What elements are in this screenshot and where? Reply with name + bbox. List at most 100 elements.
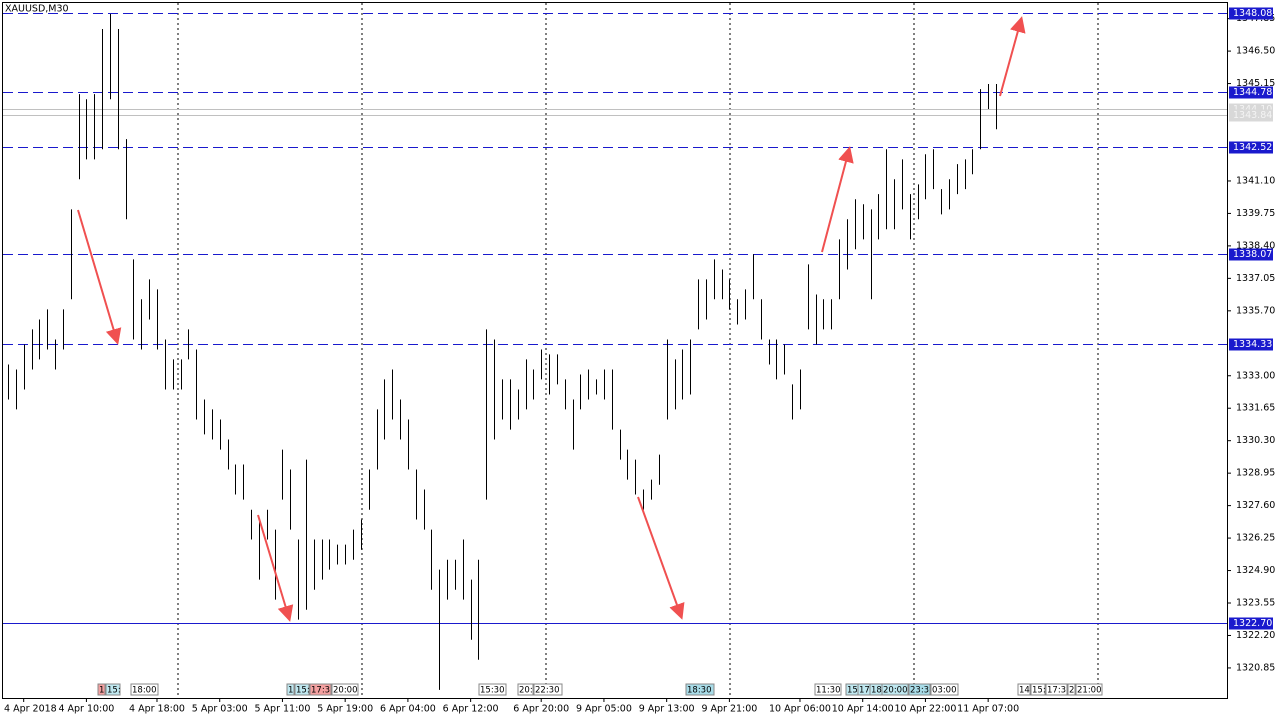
event-label: 21:00	[1077, 686, 1102, 696]
event-box	[881, 683, 909, 696]
y-tick-label: 1323.55	[1236, 598, 1275, 609]
event-label: 15:30	[480, 686, 505, 696]
x-tick-label: 5 Apr 03:00	[192, 704, 248, 715]
x-tick-label: 6 Apr 20:00	[513, 704, 569, 715]
event-box	[1017, 683, 1031, 696]
event-box	[1030, 683, 1046, 696]
x-tick-label: 9 Apr 21:00	[701, 704, 757, 715]
level-label-box	[1229, 109, 1273, 122]
x-tick-label: 6 Apr 12:00	[443, 704, 499, 715]
y-tick-label: 1346.50	[1236, 46, 1275, 57]
event-label: 15:	[1032, 686, 1046, 696]
event-label: 20:00	[883, 686, 908, 696]
arrow	[821, 146, 854, 253]
level-label-box	[1229, 141, 1273, 154]
event-label: 20:	[519, 686, 533, 696]
x-tick-label: 10 Apr 14:00	[832, 704, 894, 715]
symbol-title: XAUUSD,M30	[5, 4, 69, 15]
y-tick-label: 1326.25	[1236, 533, 1275, 544]
level-label-box	[1229, 338, 1273, 351]
event-box	[685, 683, 715, 696]
event-box	[930, 683, 959, 696]
y-tick-label: 1337.05	[1236, 273, 1275, 284]
y-tick-label: 1322.20	[1236, 630, 1275, 641]
y-tick-label: 1333.00	[1236, 370, 1275, 381]
y-tick-label: 1320.85	[1236, 662, 1275, 673]
event-box	[286, 683, 295, 696]
x-tick-label: 11 Apr 07:00	[957, 704, 1019, 715]
event-label: 23:3	[910, 686, 929, 696]
level-label: 1344.78	[1233, 87, 1272, 98]
level-label-box	[1229, 7, 1273, 20]
y-tick-label: 1328.95	[1236, 468, 1275, 479]
x-tick-label: 5 Apr 11:00	[254, 704, 310, 715]
event-box	[533, 683, 563, 696]
x-tick-label: 4 Apr 18:00	[129, 704, 185, 715]
event-label: 17	[859, 686, 870, 696]
level-label-box	[1229, 86, 1273, 99]
event-label: 14	[1019, 686, 1030, 696]
x-tick-label: 10 Apr 22:00	[894, 704, 956, 715]
y-tick-label: 1341.10	[1236, 175, 1275, 186]
level-label-box	[1229, 248, 1273, 261]
x-tick-label: 4 Apr 10:00	[58, 704, 114, 715]
y-tick-label: 1327.60	[1236, 500, 1275, 511]
event-label: 11:30	[816, 686, 841, 696]
x-tick-label: 9 Apr 13:00	[639, 704, 695, 715]
event-box	[908, 683, 931, 696]
trend-arrows	[77, 16, 1026, 622]
event-label: 18:00	[132, 686, 157, 696]
x-tick-label: 6 Apr 04:00	[380, 704, 436, 715]
x-tick-label: 5 Apr 19:00	[317, 704, 373, 715]
event-label: 18:30	[687, 686, 712, 696]
event-label: 15	[847, 686, 858, 696]
event-box	[309, 683, 332, 696]
event-label: 03:00	[932, 686, 957, 696]
event-box	[1045, 683, 1068, 696]
event-box	[1067, 683, 1076, 696]
y-tick-label: 1335.70	[1236, 305, 1275, 316]
event-box	[331, 683, 359, 696]
x-tick-label: 9 Apr 05:00	[576, 704, 632, 715]
level-label: 1322.70	[1233, 618, 1272, 629]
event-box	[130, 683, 159, 696]
y-tick-label: 1331.65	[1236, 403, 1275, 414]
event-box	[814, 683, 842, 696]
event-box	[97, 683, 106, 696]
event-label: 22:30	[535, 686, 560, 696]
event-label: 1	[99, 686, 104, 696]
event-label: 15:	[296, 686, 310, 696]
level-label: 1348.08	[1233, 8, 1272, 19]
levels	[3, 13, 1227, 624]
arrow	[257, 514, 294, 622]
y-tick-label: 1330.30	[1236, 435, 1275, 446]
bars	[8, 14, 997, 690]
event-label: 2	[1069, 686, 1074, 696]
event-label: 1	[288, 686, 293, 696]
y-tick-label: 1324.90	[1236, 565, 1275, 576]
event-label: 18	[871, 686, 882, 696]
event-box	[517, 683, 534, 696]
level-label: 1343.84	[1233, 110, 1272, 121]
level-label-box	[1229, 617, 1273, 630]
y-tick-label: 1339.75	[1236, 208, 1275, 219]
event-label: 17:3	[311, 686, 330, 696]
level-label: 1334.33	[1233, 339, 1272, 350]
level-label: 1342.52	[1233, 142, 1272, 153]
day-separators	[177, 3, 1099, 698]
level-label: 1338.07	[1233, 249, 1272, 260]
x-tick-label: 10 Apr 06:00	[769, 704, 831, 715]
event-label: 20:00	[333, 686, 358, 696]
arrow	[77, 209, 122, 345]
event-box	[294, 683, 310, 696]
axes: 1347.851346.501345.151341.101339.751338.…	[2, 7, 1275, 715]
arrow	[637, 496, 685, 620]
event-label: 17:3	[1047, 686, 1066, 696]
event-label: 15:	[107, 686, 121, 696]
y-tick-label: 1345.15	[1236, 78, 1275, 89]
y-tick-label: 1338.40	[1236, 240, 1275, 251]
event-box	[478, 683, 507, 696]
x-tick-label: 4 Apr 2018	[4, 704, 57, 715]
